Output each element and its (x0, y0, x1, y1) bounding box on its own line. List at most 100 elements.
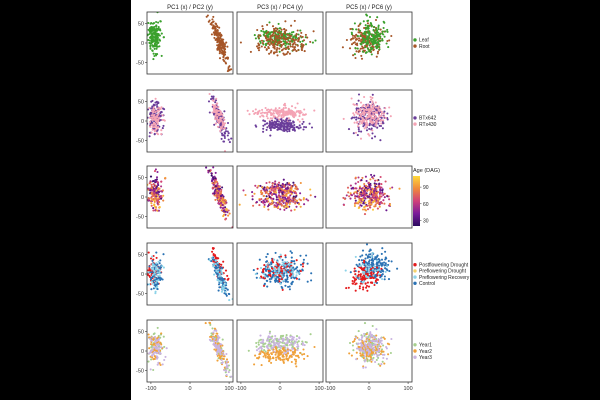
point (223, 136, 226, 140)
point (310, 272, 313, 275)
point (147, 197, 150, 200)
point (374, 119, 378, 122)
point (379, 139, 382, 142)
point (275, 196, 278, 199)
point (265, 260, 268, 263)
point (270, 197, 273, 200)
point (147, 271, 150, 274)
point (380, 122, 383, 125)
point (151, 126, 154, 129)
point (355, 118, 358, 121)
point (289, 42, 292, 45)
point (366, 106, 369, 109)
point (227, 214, 230, 217)
point (377, 198, 380, 201)
point (226, 130, 229, 133)
point (357, 107, 360, 110)
point (155, 41, 158, 44)
point (266, 126, 269, 129)
column-title-1: PC1 (x) / PC2 (y) (167, 5, 213, 11)
point (153, 335, 157, 338)
point (310, 126, 314, 129)
y-tick-label: 50 (138, 100, 144, 106)
panel-r2-c2 (236, 89, 324, 153)
point (381, 247, 384, 250)
point (153, 264, 156, 267)
panel-r2-c1: 500-50 (136, 89, 234, 153)
point (377, 28, 380, 31)
point (274, 38, 277, 41)
point (371, 34, 374, 37)
point (306, 262, 309, 265)
point (152, 114, 155, 117)
panel-frame (236, 242, 324, 306)
point (263, 123, 267, 126)
point (276, 31, 279, 34)
point (358, 187, 361, 190)
point (264, 342, 267, 345)
point (376, 126, 379, 129)
point (149, 269, 152, 272)
point (263, 205, 266, 208)
point (239, 41, 242, 44)
point (150, 116, 153, 119)
point (311, 41, 314, 44)
point (150, 185, 153, 188)
point (281, 185, 284, 188)
point (370, 53, 373, 56)
point (153, 332, 156, 335)
point (383, 112, 386, 115)
point (154, 115, 157, 119)
point (157, 343, 160, 346)
point (223, 126, 226, 130)
point (156, 39, 159, 42)
point (363, 38, 366, 41)
point (157, 41, 160, 44)
point (364, 201, 367, 204)
point (290, 190, 293, 193)
point (304, 340, 307, 344)
point (287, 36, 290, 39)
point (157, 28, 161, 31)
point (375, 55, 378, 58)
point (213, 255, 217, 258)
point (163, 358, 166, 362)
point (360, 259, 363, 262)
point (354, 36, 357, 39)
point (216, 119, 219, 123)
point (357, 99, 360, 102)
point (299, 263, 303, 266)
pca-scatter-grid: PC1 (x) / PC2 (y) PC3 (x) / PC4 (y) PC5 (x… (136, 5, 470, 392)
point (156, 127, 159, 130)
point (266, 339, 269, 342)
point (160, 185, 163, 188)
point (373, 183, 376, 187)
point (161, 114, 164, 117)
point (391, 186, 394, 189)
point (378, 259, 381, 262)
point (373, 265, 376, 268)
point (271, 182, 274, 185)
point (287, 338, 290, 341)
point (377, 264, 381, 267)
point (223, 53, 226, 57)
point (367, 188, 370, 191)
legend-label: Preflowering Drought (419, 269, 467, 275)
point (273, 183, 277, 186)
point (295, 38, 298, 41)
point (353, 113, 356, 117)
point (210, 172, 213, 175)
point (254, 111, 257, 114)
point (370, 259, 373, 262)
point (269, 191, 273, 194)
point (214, 101, 217, 104)
point (216, 261, 219, 264)
point (295, 274, 298, 277)
point (365, 179, 368, 183)
point (293, 129, 296, 132)
point (150, 288, 153, 291)
point (370, 40, 373, 43)
point (215, 266, 219, 269)
point (281, 196, 284, 199)
point (154, 97, 157, 100)
